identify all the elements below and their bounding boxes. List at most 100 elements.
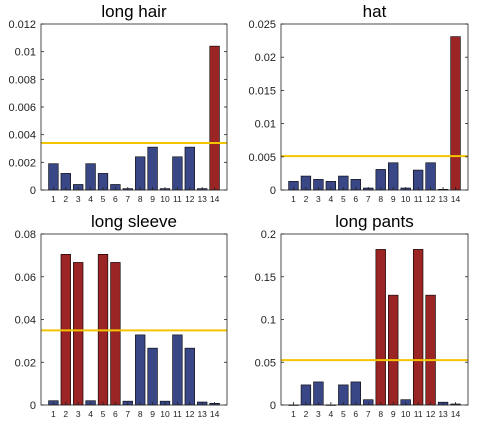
bar-8 <box>135 156 146 191</box>
x-tick-label: 11 <box>173 409 182 419</box>
chart-title: long pants <box>335 212 413 231</box>
bar-14 <box>450 36 461 191</box>
y-tick-label: 0.06 <box>15 272 36 284</box>
y-tick-label: 0.05 <box>255 357 276 369</box>
x-tick-label: 4 <box>88 409 93 419</box>
x-tick-label: 13 <box>197 194 207 204</box>
x-tick-label: 7 <box>366 194 371 204</box>
y-tick-label: 0.005 <box>248 152 276 164</box>
x-tick-label: 12 <box>426 409 436 419</box>
bar-11 <box>412 249 424 406</box>
y-tick-label: 0.012 <box>8 19 36 31</box>
bar-8 <box>135 334 146 406</box>
x-tick-label: 8 <box>378 409 383 419</box>
chart-title: long sleeve <box>91 212 177 231</box>
bar-3 <box>73 262 84 406</box>
y-tick-label: 0.002 <box>8 157 36 169</box>
x-tick-label: 12 <box>185 194 195 204</box>
x-tick-label: 14 <box>210 194 220 204</box>
x-tick-label: 8 <box>138 194 143 204</box>
x-tick-label: 9 <box>391 194 396 204</box>
x-tick-label: 1 <box>51 194 56 204</box>
bar-14 <box>209 45 220 191</box>
bar-11 <box>172 156 183 191</box>
y-tick-label: 0 <box>270 185 276 197</box>
bar-6 <box>110 262 121 406</box>
x-tick-label: 1 <box>51 409 56 419</box>
x-tick-label: 13 <box>438 194 448 204</box>
x-tick-label: 9 <box>150 194 155 204</box>
axes-frame <box>280 23 469 191</box>
axes-frame <box>40 23 228 191</box>
x-tick-label: 2 <box>63 409 68 419</box>
x-tick-label: 6 <box>353 409 358 419</box>
x-tick-label: 1 <box>291 409 296 419</box>
x-tick-label: 13 <box>438 409 448 419</box>
bar-3 <box>313 381 324 406</box>
chart-title: long hair <box>101 2 167 21</box>
bar-9 <box>388 294 399 406</box>
axes-frame <box>280 233 469 406</box>
x-tick-label: 10 <box>401 409 411 419</box>
x-tick-label: 3 <box>76 409 81 419</box>
x-tick-label: 12 <box>426 194 436 204</box>
y-tick-label: 0.025 <box>248 19 276 31</box>
chart-panel-1: long hair 0 0.002 0.004 0.006 0.008 0.01 0.012 1… <box>8 2 228 204</box>
bar-2 <box>300 384 312 406</box>
bar-12 <box>425 162 436 191</box>
x-tick-label: 4 <box>328 194 333 204</box>
y-tick-label: 0.01 <box>255 119 276 131</box>
x-tick-label: 10 <box>401 194 411 204</box>
bar-5 <box>338 384 349 406</box>
x-tick-label: 4 <box>88 194 93 204</box>
x-tick-label: 2 <box>304 194 309 204</box>
x-tick-label: 5 <box>341 194 346 204</box>
x-tick-label: 7 <box>366 409 371 419</box>
x-tick-label: 2 <box>304 409 309 419</box>
y-tick-label: 0.08 <box>15 229 36 241</box>
x-tick-label: 11 <box>414 409 423 419</box>
bar-12 <box>184 347 195 406</box>
y-tick-label: 0 <box>270 400 276 412</box>
bar-4 <box>85 163 96 191</box>
y-tick-label: 0.15 <box>255 272 276 284</box>
x-tick-label: 11 <box>173 194 182 204</box>
y-tick-label: 0.1 <box>261 315 276 327</box>
x-tick-label: 8 <box>138 409 143 419</box>
bar-12 <box>184 146 195 191</box>
x-tick-label: 6 <box>353 194 358 204</box>
x-tick-label: 8 <box>378 194 383 204</box>
x-tick-label: 5 <box>341 409 346 419</box>
y-tick-label: 0 <box>30 185 36 197</box>
x-tick-label: 11 <box>414 194 423 204</box>
x-tick-label: 13 <box>197 409 207 419</box>
chart-title: hat <box>363 2 387 21</box>
bar-6 <box>350 381 361 406</box>
x-tick-label: 7 <box>125 194 130 204</box>
x-tick-label: 5 <box>101 194 106 204</box>
x-tick-label: 6 <box>113 194 118 204</box>
bar-9 <box>147 146 158 191</box>
y-tick-label: 0.2 <box>261 229 276 241</box>
x-tick-label: 10 <box>160 194 170 204</box>
x-tick-label: 3 <box>316 194 321 204</box>
y-tick-label: 0.02 <box>15 357 36 369</box>
y-tick-label: 0.02 <box>255 52 276 64</box>
x-tick-label: 4 <box>328 409 333 419</box>
x-tick-label: 12 <box>185 409 195 419</box>
x-tick-label: 2 <box>63 194 68 204</box>
y-tick-label: 0 <box>30 400 36 412</box>
bar-11 <box>172 334 183 406</box>
y-tick-label: 0.008 <box>8 74 36 86</box>
bar-9 <box>388 162 399 191</box>
x-tick-label: 14 <box>451 409 461 419</box>
x-tick-label: 5 <box>101 409 106 419</box>
bar-1 <box>48 163 59 191</box>
y-tick-label: 0.04 <box>15 315 36 327</box>
bar-12 <box>425 294 436 406</box>
x-tick-label: 10 <box>160 409 170 419</box>
